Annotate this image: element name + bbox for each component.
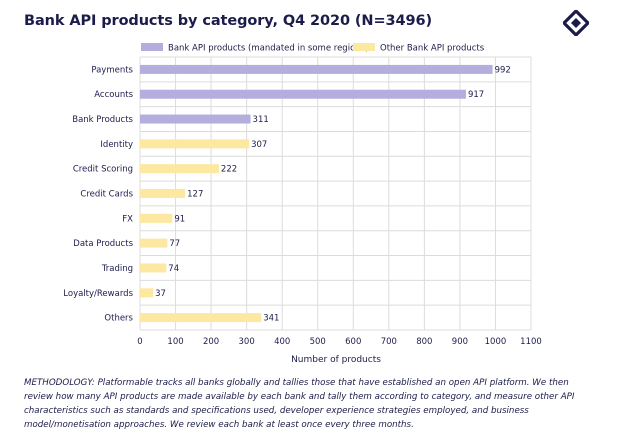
x-tick-label: 400	[274, 337, 290, 347]
x-tick-label: 700	[381, 337, 397, 347]
bar-value-label: 307	[251, 140, 267, 150]
legend-swatch	[141, 43, 163, 51]
bar-value-label: 74	[168, 264, 179, 274]
methodology-note: METHODOLOGY: Platformable tracks all ban…	[24, 378, 575, 430]
category-label: Loyalty/Rewards	[63, 289, 133, 299]
category-label: Bank Products	[72, 115, 133, 125]
x-tick-label: 1000	[485, 337, 507, 347]
x-tick-label: 500	[310, 337, 326, 347]
legend-label: Bank API products (mandated in some regi…	[168, 44, 368, 54]
x-axis-label: Number of products	[291, 355, 381, 365]
bar	[140, 288, 154, 298]
bar-value-label: 222	[221, 165, 237, 175]
bar	[140, 89, 466, 99]
x-tick-label: 600	[345, 337, 361, 347]
legend-swatch	[353, 43, 375, 51]
bar-value-label: 77	[169, 239, 180, 249]
platformable-logo-icon	[563, 10, 589, 36]
bar-value-label: 311	[253, 115, 269, 125]
x-tick-label: 100	[167, 337, 183, 347]
chart-bars: 992 917 311 307 222 127 91 77 74 37 341	[140, 64, 511, 324]
category-label: Payments	[91, 65, 133, 75]
category-label: Others	[104, 314, 133, 324]
bar	[140, 263, 167, 273]
x-tick-label: 900	[452, 337, 468, 347]
chart-grid	[139, 56, 532, 331]
bar	[140, 189, 186, 198]
bar-value-label: 341	[263, 314, 279, 324]
bar	[140, 64, 493, 74]
bar	[140, 114, 251, 124]
x-tick-label: 200	[203, 337, 219, 347]
x-tick-label: 1100	[520, 337, 542, 347]
category-label: Credit Scoring	[73, 165, 133, 175]
category-label: Data Products	[73, 239, 133, 249]
bar	[140, 313, 262, 323]
bar	[140, 164, 219, 174]
bar	[140, 238, 168, 248]
bar	[140, 213, 173, 223]
x-tick-label: 800	[416, 337, 432, 347]
y-axis-labels: Payments Accounts Bank Products Identity Cre…	[63, 65, 133, 323]
x-tick-label: 0	[137, 337, 142, 347]
bar-value-label: 37	[155, 289, 166, 299]
x-tick-label: 300	[239, 337, 255, 347]
category-label: Credit Cards	[80, 190, 133, 200]
legend-label: Other Bank API products	[380, 44, 485, 54]
category-label: FX	[122, 214, 133, 224]
chart-legend: Bank API products (mandated in some regi…	[141, 43, 485, 54]
category-label: Accounts	[94, 90, 133, 100]
bar-chart: Bank API products (mandated in some regi…	[63, 43, 542, 365]
category-label: Identity	[100, 140, 133, 150]
bar-value-label: 91	[174, 214, 185, 224]
bar-value-label: 992	[495, 65, 511, 75]
chart-title: Bank API products by category, Q4 2020 (…	[24, 13, 433, 29]
bar-value-label: 127	[187, 190, 203, 200]
bar-value-label: 917	[468, 90, 484, 100]
x-axis-ticks: 0 100 200 300 400 500 600 700 800 900 1000 1100	[137, 337, 542, 347]
bar	[140, 139, 250, 149]
category-label: Trading	[101, 264, 133, 274]
